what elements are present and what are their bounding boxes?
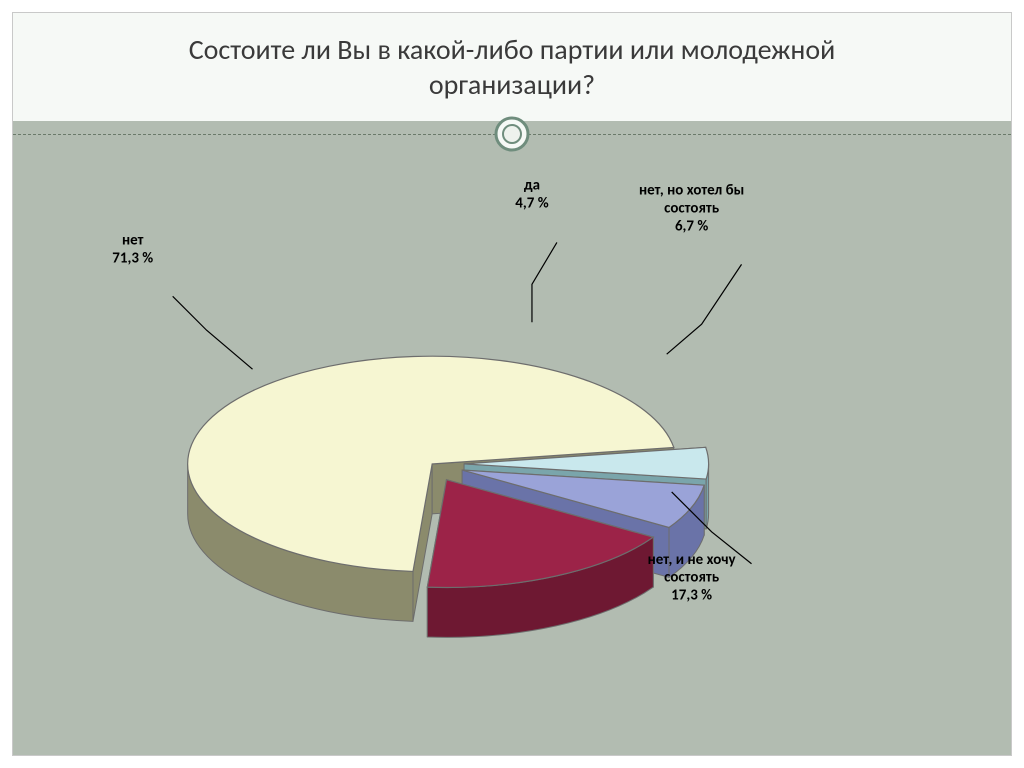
slide-background: Состоите ли Вы в какой-либо партии или м… [12,12,1012,756]
slice-label: нет71,3 % [112,231,153,267]
pie-chart: нет71,3 % да4,7 % нет, но хотел бысостоять… [13,143,1011,755]
slice-label: да4,7 % [515,177,548,213]
slice-label: нет, но хотел бысостоять6,7 % [639,182,744,236]
slice-label: нет, и не хочусостоять17,3 % [648,551,737,605]
title-block: Состоите ли Вы в какой-либо партии или м… [13,13,1011,121]
slide-title: Состоите ли Вы в какой-либо партии или м… [189,32,836,102]
